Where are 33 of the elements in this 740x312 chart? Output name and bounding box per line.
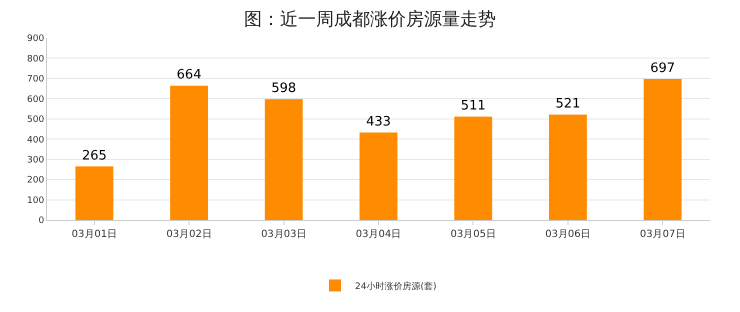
bar: [75, 166, 114, 220]
data-label: 433: [366, 114, 391, 130]
x-tick-label: 03月03日: [261, 229, 307, 240]
y-tick-label: 600: [27, 94, 44, 105]
y-tick-label: 100: [27, 196, 44, 206]
y-tick-label: 300: [27, 155, 44, 166]
data-label: 598: [271, 81, 296, 96]
x-tick-label: 03月07日: [640, 229, 686, 240]
bar: [170, 86, 208, 220]
bar: [644, 79, 682, 220]
y-tick-label: 400: [27, 135, 44, 146]
bar: [454, 116, 492, 220]
y-tick-label: 900: [27, 34, 44, 44]
y-tick-label: 0: [38, 216, 44, 226]
y-tick-label: 800: [27, 54, 44, 64]
data-label: 697: [650, 61, 676, 76]
x-tick-label: 03月06日: [545, 229, 591, 240]
data-label: 664: [176, 68, 202, 83]
data-label: 521: [556, 96, 580, 112]
bar: [264, 99, 303, 220]
bar: [548, 114, 587, 220]
data-label: 265: [82, 148, 107, 164]
y-tick-label: 200: [27, 176, 44, 186]
x-tick-label: 03月04日: [356, 229, 402, 240]
chart-title: 图：近一周成都涨价房源量走势: [244, 9, 496, 30]
data-label: 511: [460, 98, 486, 114]
y-tick-label: 700: [27, 74, 44, 85]
x-tick-label: 03月05日: [450, 229, 496, 240]
x-tick-label: 03月01日: [72, 229, 118, 240]
bar: [360, 132, 398, 220]
y-tick-label: 500: [27, 115, 44, 126]
legend-label: 24小时涨价房源(套): [355, 280, 436, 292]
x-tick-label: 03月02日: [166, 229, 212, 240]
